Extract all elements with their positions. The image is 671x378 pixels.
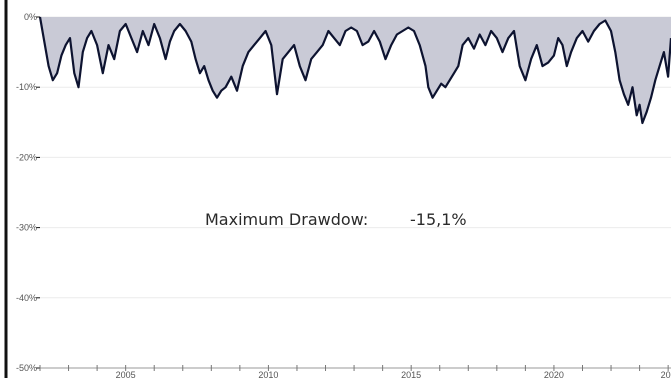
grid-layer — [40, 16, 671, 369]
x-tick-label: 2010 — [258, 370, 278, 378]
max-drawdown-label: Maximum Drawdow: — [205, 210, 368, 229]
y-tick-label: -50% — [16, 363, 37, 373]
y-axis-ticks: 0% -10% -20% -30% -40% -50% — [16, 12, 40, 373]
y-tick-label: -10% — [16, 82, 37, 92]
x-tick-label: 2020 — [544, 370, 564, 378]
y-tick-label: -30% — [16, 223, 37, 233]
max-drawdown-value: -15,1% — [410, 210, 467, 229]
x-tick-label: 202 — [661, 370, 671, 378]
x-axis-ticks: 2005 2010 2015 2020 202 — [39, 365, 671, 378]
x-tick-label: 2005 — [116, 370, 136, 378]
y-tick-label: -40% — [16, 293, 37, 303]
drawdown-line — [38, 16, 671, 125]
x-tick-label: 2015 — [401, 370, 421, 378]
drawdown-area — [40, 17, 671, 123]
y-tick-label: -20% — [16, 152, 37, 162]
y-tick-label: 0% — [24, 12, 37, 22]
